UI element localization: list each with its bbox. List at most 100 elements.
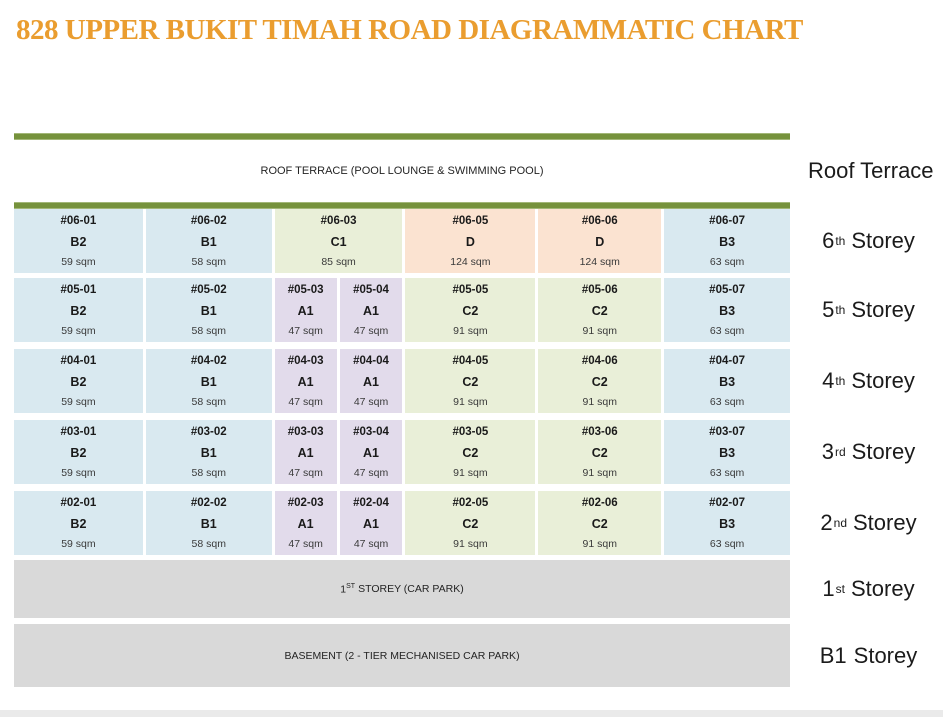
storey-2-row: #02-01 B2 59 sqm #02-02 B1 58 sqm #02-03 A1 47… [14, 491, 790, 555]
unit-cell-02-01: #02-01 B2 59 sqm [14, 491, 143, 555]
unit-cell-03-05: #03-05 C2 91 sqm [405, 420, 536, 484]
unit-area: 59 sqm [61, 396, 96, 408]
unit-number: #02-05 [452, 497, 489, 509]
unit-cell-04-04: #04-04 A1 47 sqm [339, 349, 403, 413]
storey-word: Storey [851, 297, 915, 322]
unit-type: C2 [591, 516, 608, 531]
unit-type: B2 [70, 234, 87, 249]
unit-area: 47 sqm [353, 325, 389, 337]
roof-terrace-row: ROOF TERRACE (POOL LOUNGE & SWIMMING POO… [14, 140, 790, 202]
unit-type: B1 [200, 445, 217, 460]
unit-area: 58 sqm [191, 256, 226, 268]
unit-type: A1 [363, 374, 380, 389]
unit-cell-06-07: #06-07 B3 63 sqm [664, 209, 790, 273]
unit-cell-02-05: #02-05 C2 91 sqm [405, 491, 536, 555]
unit-cell-03-07: #03-07 B3 63 sqm [664, 420, 790, 484]
unit-type: A1 [297, 374, 314, 389]
storey-4-band: #04-01 B2 59 sqm #04-02 B1 58 sqm #04-03 A1 47… [14, 349, 929, 413]
unit-area: 58 sqm [191, 325, 226, 337]
roof-bottom-bar [14, 202, 790, 209]
basement-carpark-label: BASEMENT (2 - TIER MECHANISED CAR PARK) [284, 649, 520, 662]
unit-cell-05-04: #05-04 A1 47 sqm [339, 278, 403, 342]
unit-type: B3 [719, 234, 736, 249]
unit-number: #06-03 [320, 215, 357, 227]
unit-area: 91 sqm [453, 538, 488, 550]
unit-number: #05-02 [190, 284, 227, 296]
unit-number: #02-04 [353, 497, 389, 509]
unit-cell-05-07: #05-07 B3 63 sqm [664, 278, 790, 342]
unit-number: #03-07 [709, 426, 745, 438]
unit-area: 58 sqm [191, 396, 226, 408]
storey-word: Storey [851, 228, 915, 253]
unit-type: D [595, 234, 605, 249]
storey-number: 6 [822, 228, 835, 253]
unit-type: B2 [70, 516, 87, 531]
unit-area: 91 sqm [582, 467, 617, 479]
unit-area: 58 sqm [191, 467, 226, 479]
unit-type: C1 [330, 234, 347, 249]
roof-bottom-band [14, 202, 929, 209]
unit-type: B1 [200, 516, 217, 531]
basement-band: BASEMENT (2 - TIER MECHANISED CAR PARK) … [14, 624, 929, 687]
storey-word: Storey [851, 439, 916, 464]
unit-area: 85 sqm [321, 256, 356, 268]
unit-cell-04-01: #04-01 B2 59 sqm [14, 349, 143, 413]
storey-3-band: #03-01 B2 59 sqm #03-02 B1 58 sqm #03-03 A1 47… [14, 420, 929, 484]
unit-cell-02-02: #02-02 B1 58 sqm [145, 491, 272, 555]
storey-word: Storey [851, 368, 915, 393]
unit-number: #04-07 [709, 355, 745, 367]
storey-number: B1 [819, 642, 847, 668]
label-number: 1 [340, 583, 347, 596]
unit-area: 59 sqm [61, 256, 96, 268]
roof-top-bar [14, 133, 790, 140]
unit-type: B1 [200, 303, 217, 318]
unit-number: #02-07 [709, 497, 745, 509]
storey-2-band: #02-01 B2 59 sqm #02-02 B1 58 sqm #02-03 A1 47… [14, 491, 929, 555]
unit-cell-04-03: #04-03 A1 47 sqm [274, 349, 337, 413]
unit-area: 91 sqm [453, 396, 488, 408]
unit-area: 91 sqm [582, 396, 617, 408]
unit-type: B3 [719, 516, 736, 531]
storey-number: 3 [821, 439, 834, 464]
unit-area: 63 sqm [709, 396, 745, 408]
unit-cell-06-05: #06-05 D 124 sqm [405, 209, 536, 273]
storey-6-row: #06-01 B2 59 sqm #06-02 B1 58 sqm #06-03 C1 85… [14, 209, 790, 273]
unit-cell-02-03: #02-03 A1 47 sqm [274, 491, 337, 555]
unit-cell-03-01: #03-01 B2 59 sqm [14, 420, 143, 484]
unit-cell-06-02: #06-02 B1 58 sqm [145, 209, 272, 273]
side-label-roof-terrace: Roof Terrace [790, 140, 934, 202]
unit-area: 91 sqm [453, 325, 488, 337]
unit-type: A1 [363, 445, 380, 460]
unit-number: #04-01 [60, 355, 97, 367]
storey-5-row: #05-01 B2 59 sqm #05-02 B1 58 sqm #05-03 A1 47… [14, 278, 790, 342]
unit-number: #03-05 [452, 426, 489, 438]
unit-area: 47 sqm [353, 467, 389, 479]
side-label-b1-storey: B1 Storey [790, 624, 929, 687]
unit-type: B3 [719, 374, 736, 389]
unit-area: 91 sqm [453, 467, 488, 479]
storey-ordinal: th [835, 303, 846, 317]
building-diagram: ROOF TERRACE (POOL LOUNGE & SWIMMING POO… [14, 133, 934, 687]
unit-number: #05-06 [581, 284, 618, 296]
unit-cell-05-06: #05-06 C2 91 sqm [538, 278, 662, 342]
unit-area: 59 sqm [61, 325, 96, 337]
storey-ordinal: rd [834, 445, 846, 459]
unit-type: C2 [591, 374, 608, 389]
unit-cell-05-01: #05-01 B2 59 sqm [14, 278, 143, 342]
roof-terrace-label: ROOF TERRACE (POOL LOUNGE & SWIMMING POO… [260, 165, 544, 177]
unit-type: B2 [70, 374, 87, 389]
unit-area: 63 sqm [709, 256, 745, 268]
storey-number: 4 [822, 368, 835, 393]
unit-number: #04-05 [452, 355, 489, 367]
unit-area: 59 sqm [61, 538, 96, 550]
unit-area: 47 sqm [288, 538, 323, 550]
unit-cell-06-01: #06-01 B2 59 sqm [14, 209, 143, 273]
unit-number: #03-01 [60, 426, 97, 438]
first-storey-carpark-row: 1ST STOREY (CAR PARK) [14, 560, 790, 618]
page-title: 828 UPPER BUKIT TIMAH ROAD DIAGRAMMATIC … [16, 14, 803, 46]
unit-type: B2 [70, 303, 87, 318]
